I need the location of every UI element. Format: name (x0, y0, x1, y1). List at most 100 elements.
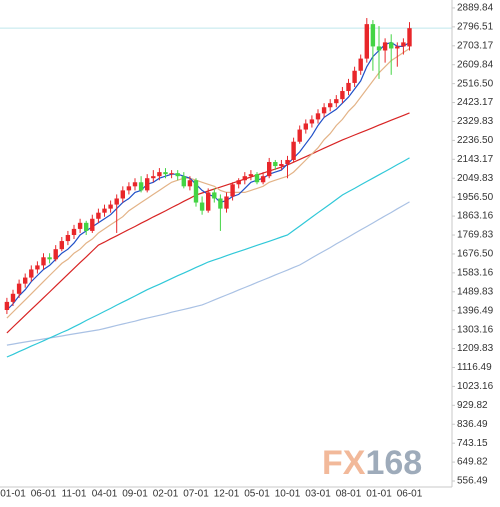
moving-average-line (6, 157, 410, 358)
candle-body (212, 192, 217, 199)
x-tick-label: 01-01 (0, 489, 26, 500)
candle-body (407, 28, 412, 47)
candle-body (90, 218, 95, 231)
candle-body (303, 123, 308, 130)
x-tick-label: 11-01 (62, 489, 87, 500)
candle-body (47, 257, 52, 260)
candle-body (114, 198, 119, 205)
y-tick-label: 2049.83 (457, 173, 494, 184)
y-tick-label: 2236.50 (457, 135, 494, 146)
candle-body (309, 119, 315, 124)
plot-area (0, 18, 452, 358)
y-tick-label: 2609.84 (457, 59, 494, 70)
x-tick-label: 05-01 (244, 489, 270, 500)
candle-body (23, 277, 28, 284)
y-tick-label: 1209.83 (457, 343, 494, 354)
candle-body (224, 196, 229, 209)
moving-average-line (6, 47, 410, 319)
candle-body (187, 180, 193, 187)
candle-body (102, 208, 107, 213)
candle-body (4, 301, 10, 311)
candle-body (401, 42, 406, 47)
x-tick-label: 04-01 (92, 489, 118, 500)
candle-body (315, 113, 321, 120)
candle-body (376, 46, 382, 51)
y-tick-label: 1023.16 (457, 381, 494, 392)
candle-body (59, 241, 64, 250)
candle-body (370, 24, 376, 47)
y-tick-label: 1583.16 (457, 268, 494, 279)
candle-body (254, 174, 260, 183)
y-tick-label: 1863.16 (457, 211, 494, 222)
y-tick-label: 2143.17 (457, 154, 494, 165)
x-tick-label: 06-01 (397, 489, 423, 500)
candle-body (77, 222, 83, 229)
x-tick-label: 06-01 (31, 489, 57, 500)
candle-body (382, 42, 388, 51)
x-tick-label: 07-01 (183, 489, 209, 500)
candle-body (352, 70, 357, 83)
candle-body (157, 172, 162, 177)
candle-body (291, 141, 296, 160)
y-tick-label: 1956.50 (457, 192, 494, 203)
candle-body (279, 164, 284, 167)
candle-body (230, 184, 235, 197)
candle-body (389, 42, 394, 49)
x-tick-label: 01-01 (366, 489, 392, 500)
candle-body (29, 269, 34, 278)
candle-body (199, 202, 205, 211)
candle-body (334, 99, 339, 104)
candle-body (10, 293, 16, 302)
moving-average-line (6, 201, 410, 346)
y-tick-label: 1116.49 (457, 362, 492, 373)
x-tick-label: 08-01 (336, 489, 362, 500)
candle-body (145, 178, 150, 191)
y-tick-label: 1303.16 (457, 324, 494, 335)
candle-body (53, 249, 58, 260)
y-tick-label: 1396.49 (457, 305, 494, 316)
candle-body (297, 129, 302, 142)
candle-body (267, 161, 272, 177)
candle-body (285, 159, 290, 165)
candle-body (328, 103, 333, 108)
candle-body (218, 198, 223, 209)
x-tick-label: 10-01 (275, 489, 301, 500)
y-tick-label: 2329.83 (457, 116, 494, 127)
candle-body (120, 190, 125, 199)
x-tick-label: 02-01 (153, 489, 179, 500)
y-tick-label: 1769.83 (457, 230, 494, 241)
candle-body (16, 283, 22, 294)
candle-body (138, 182, 144, 191)
candle-body (395, 46, 400, 49)
y-tick-label: 2703.17 (457, 40, 494, 51)
candle-body (321, 107, 327, 114)
candle-body (41, 257, 46, 266)
candle-body (206, 192, 211, 211)
y-tick-label: 2423.17 (457, 97, 494, 108)
candle-body (163, 172, 168, 175)
y-tick-label: 1676.50 (457, 249, 494, 260)
candle-body (273, 161, 278, 167)
candle-body (340, 91, 345, 100)
candle-body (181, 176, 186, 187)
y-tick-label: 929.82 (457, 400, 488, 411)
candle-body (175, 173, 180, 177)
candle-body (248, 174, 254, 177)
candle-body (260, 176, 266, 183)
candle-body (71, 228, 77, 235)
candle-body (364, 24, 369, 59)
candle-body (193, 180, 199, 203)
y-tick-label: 2516.50 (457, 78, 494, 89)
candle-body (346, 82, 351, 92)
y-tick-label: 2796.51 (457, 22, 494, 33)
y-tick-label: 2889.84 (457, 3, 494, 14)
candle-body (358, 58, 363, 71)
y-tick-label: 556.49 (457, 476, 488, 487)
watermark: FX168 (322, 444, 422, 482)
x-tick-label: 09-01 (122, 489, 148, 500)
x-tick-label: 03-01 (305, 489, 331, 500)
y-tick-label: 649.82 (457, 457, 488, 468)
candle-body (65, 234, 71, 242)
candle-body (96, 212, 101, 219)
